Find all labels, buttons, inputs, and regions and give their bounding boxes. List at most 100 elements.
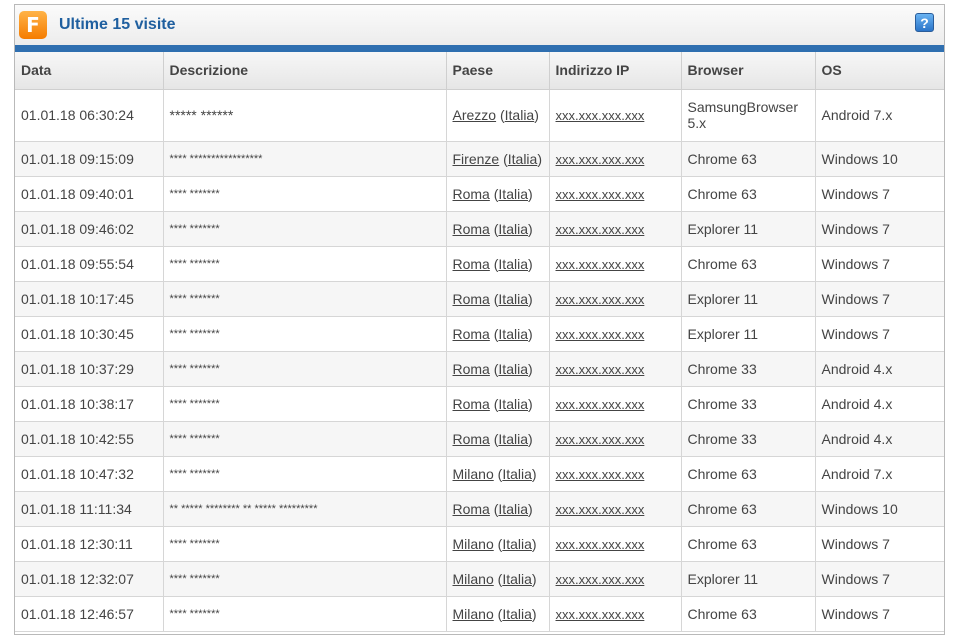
column-header-data[interactable]: Data bbox=[15, 52, 164, 90]
visit-ip-cell: xxx.xxx.xxx.xxx bbox=[549, 386, 682, 422]
visit-date: 01.01.18 10:42:55 bbox=[15, 421, 164, 457]
visit-os: Android 4.x bbox=[815, 351, 944, 387]
visit-date: 01.01.18 06:30:24 bbox=[15, 89, 164, 142]
country-link[interactable]: Italia bbox=[498, 360, 528, 377]
city-link[interactable]: Roma bbox=[452, 395, 490, 412]
country-link[interactable]: Italia bbox=[498, 325, 528, 342]
city-link[interactable]: Roma bbox=[452, 325, 490, 342]
visit-browser: Explorer 11 bbox=[681, 561, 816, 597]
ip-link[interactable]: xxx.xxx.xxx.xxx bbox=[555, 396, 645, 412]
country-link[interactable]: Italia bbox=[498, 255, 528, 272]
ip-link[interactable]: xxx.xxx.xxx.xxx bbox=[555, 536, 645, 552]
table-row: 01.01.18 12:32:07 **** ******* Milano (Ita… bbox=[15, 561, 944, 597]
ip-link[interactable]: xxx.xxx.xxx.xxx bbox=[555, 221, 645, 237]
visit-country-cell: Milano (Italia) bbox=[446, 526, 550, 562]
visit-description: ***** ****** bbox=[163, 89, 447, 142]
visit-date: 01.01.18 12:32:07 bbox=[15, 561, 164, 597]
city-link[interactable]: Roma bbox=[452, 290, 490, 307]
country-link[interactable]: Italia bbox=[498, 430, 528, 447]
ip-link[interactable]: xxx.xxx.xxx.xxx bbox=[555, 186, 645, 202]
ip-link[interactable]: xxx.xxx.xxx.xxx bbox=[555, 571, 645, 587]
column-header-indirizzo-ip[interactable]: Indirizzo IP bbox=[549, 52, 682, 90]
visit-browser: Chrome 63 bbox=[681, 176, 816, 212]
city-link[interactable]: Milano bbox=[452, 465, 494, 482]
visit-ip-cell: xxx.xxx.xxx.xxx bbox=[549, 141, 682, 177]
city-link[interactable]: Roma bbox=[452, 500, 490, 517]
country-link[interactable]: Italia bbox=[504, 107, 535, 123]
country-link[interactable]: Italia bbox=[502, 570, 532, 587]
country-link[interactable]: Italia bbox=[507, 150, 538, 167]
visit-description: **** ******* bbox=[163, 246, 447, 282]
visit-ip-cell: xxx.xxx.xxx.xxx bbox=[549, 421, 682, 457]
country-link[interactable]: Italia bbox=[502, 465, 532, 482]
visit-os: Windows 7 bbox=[815, 561, 944, 597]
country-link[interactable]: Italia bbox=[498, 395, 528, 412]
ip-link[interactable]: xxx.xxx.xxx.xxx bbox=[555, 256, 645, 272]
city-link[interactable]: Roma bbox=[452, 430, 490, 447]
visit-ip-cell: xxx.xxx.xxx.xxx bbox=[549, 561, 682, 597]
country-link[interactable]: Italia bbox=[498, 290, 528, 307]
visit-country-cell: Roma (Italia) bbox=[446, 386, 550, 422]
table-row: 01.01.18 09:15:09 **** ***************** F… bbox=[15, 141, 944, 177]
table-row: 01.01.18 10:38:17 **** ******* Roma (Itali… bbox=[15, 386, 944, 422]
ip-link[interactable]: xxx.xxx.xxx.xxx bbox=[555, 431, 645, 447]
city-link[interactable]: Roma bbox=[452, 220, 490, 237]
visit-ip-cell: xxx.xxx.xxx.xxx bbox=[549, 526, 682, 562]
column-header-paese[interactable]: Paese bbox=[446, 52, 550, 90]
visit-date: 01.01.18 10:17:45 bbox=[15, 281, 164, 317]
visit-browser: Chrome 63 bbox=[681, 246, 816, 282]
table-row: 01.01.18 12:30:11 **** ******* Milano (Ita… bbox=[15, 526, 944, 562]
visit-ip-cell: xxx.xxx.xxx.xxx bbox=[549, 281, 682, 317]
visit-os: Windows 7 bbox=[815, 316, 944, 352]
city-link[interactable]: Milano bbox=[452, 570, 494, 587]
ip-link[interactable]: xxx.xxx.xxx.xxx bbox=[555, 466, 645, 482]
ip-link[interactable]: xxx.xxx.xxx.xxx bbox=[555, 108, 645, 123]
city-link[interactable]: Firenze bbox=[452, 150, 500, 167]
city-link[interactable]: Milano bbox=[452, 535, 494, 552]
visit-ip-cell: xxx.xxx.xxx.xxx bbox=[549, 456, 682, 492]
visit-description: **** ******* bbox=[163, 211, 447, 247]
table-header-row: Data Descrizione Paese Indirizzo IP Brow… bbox=[15, 52, 944, 90]
f-logo-icon: F bbox=[19, 11, 47, 39]
visit-browser: Chrome 63 bbox=[681, 141, 816, 177]
city-link[interactable]: Roma bbox=[452, 360, 490, 377]
ip-link[interactable]: xxx.xxx.xxx.xxx bbox=[555, 361, 645, 377]
visit-country-cell: Roma (Italia) bbox=[446, 211, 550, 247]
table-row: 01.01.18 10:30:45 **** ******* Roma (Itali… bbox=[15, 316, 944, 352]
ip-link[interactable]: xxx.xxx.xxx.xxx bbox=[555, 501, 645, 517]
country-link[interactable]: Italia bbox=[498, 220, 528, 237]
column-header-os[interactable]: OS bbox=[815, 52, 944, 90]
table-row: 01.01.18 10:47:32 **** ******* Milano (Ita… bbox=[15, 456, 944, 492]
visit-browser: Chrome 63 bbox=[681, 596, 816, 632]
visit-country-cell: Milano (Italia) bbox=[446, 596, 550, 632]
visit-browser: Chrome 63 bbox=[681, 491, 816, 527]
visit-os: Windows 7 bbox=[815, 526, 944, 562]
city-link[interactable]: Milano bbox=[452, 605, 494, 622]
help-icon[interactable]: ? bbox=[915, 13, 934, 32]
city-link[interactable]: Arezzo bbox=[452, 107, 497, 123]
city-link[interactable]: Roma bbox=[452, 185, 490, 202]
ip-link[interactable]: xxx.xxx.xxx.xxx bbox=[555, 291, 645, 307]
column-header-descrizione[interactable]: Descrizione bbox=[163, 52, 447, 90]
visit-date: 01.01.18 11:11:34 bbox=[15, 491, 164, 527]
visit-country-cell: Milano (Italia) bbox=[446, 561, 550, 597]
ip-link[interactable]: xxx.xxx.xxx.xxx bbox=[555, 326, 645, 342]
country-link[interactable]: Italia bbox=[498, 185, 528, 202]
visit-browser: Chrome 63 bbox=[681, 526, 816, 562]
country-link[interactable]: Italia bbox=[498, 500, 528, 517]
visit-country-cell: Milano (Italia) bbox=[446, 456, 550, 492]
column-header-browser[interactable]: Browser bbox=[681, 52, 816, 90]
city-link[interactable]: Roma bbox=[452, 255, 490, 272]
ip-link[interactable]: xxx.xxx.xxx.xxx bbox=[555, 606, 645, 622]
visit-date: 01.01.18 12:46:57 bbox=[15, 596, 164, 632]
ip-link[interactable]: xxx.xxx.xxx.xxx bbox=[555, 151, 645, 167]
visit-os: Windows 7 bbox=[815, 211, 944, 247]
visit-os: Windows 7 bbox=[815, 176, 944, 212]
table-row: 01.01.18 11:11:34 ** ***** ******** ** **… bbox=[15, 491, 944, 527]
visit-browser: Explorer 11 bbox=[681, 281, 816, 317]
visit-description: **** ******* bbox=[163, 456, 447, 492]
table-row: 01.01.18 09:46:02 **** ******* Roma (Itali… bbox=[15, 211, 944, 247]
visit-ip-cell: xxx.xxx.xxx.xxx bbox=[549, 596, 682, 632]
country-link[interactable]: Italia bbox=[502, 535, 532, 552]
country-link[interactable]: Italia bbox=[502, 605, 532, 622]
